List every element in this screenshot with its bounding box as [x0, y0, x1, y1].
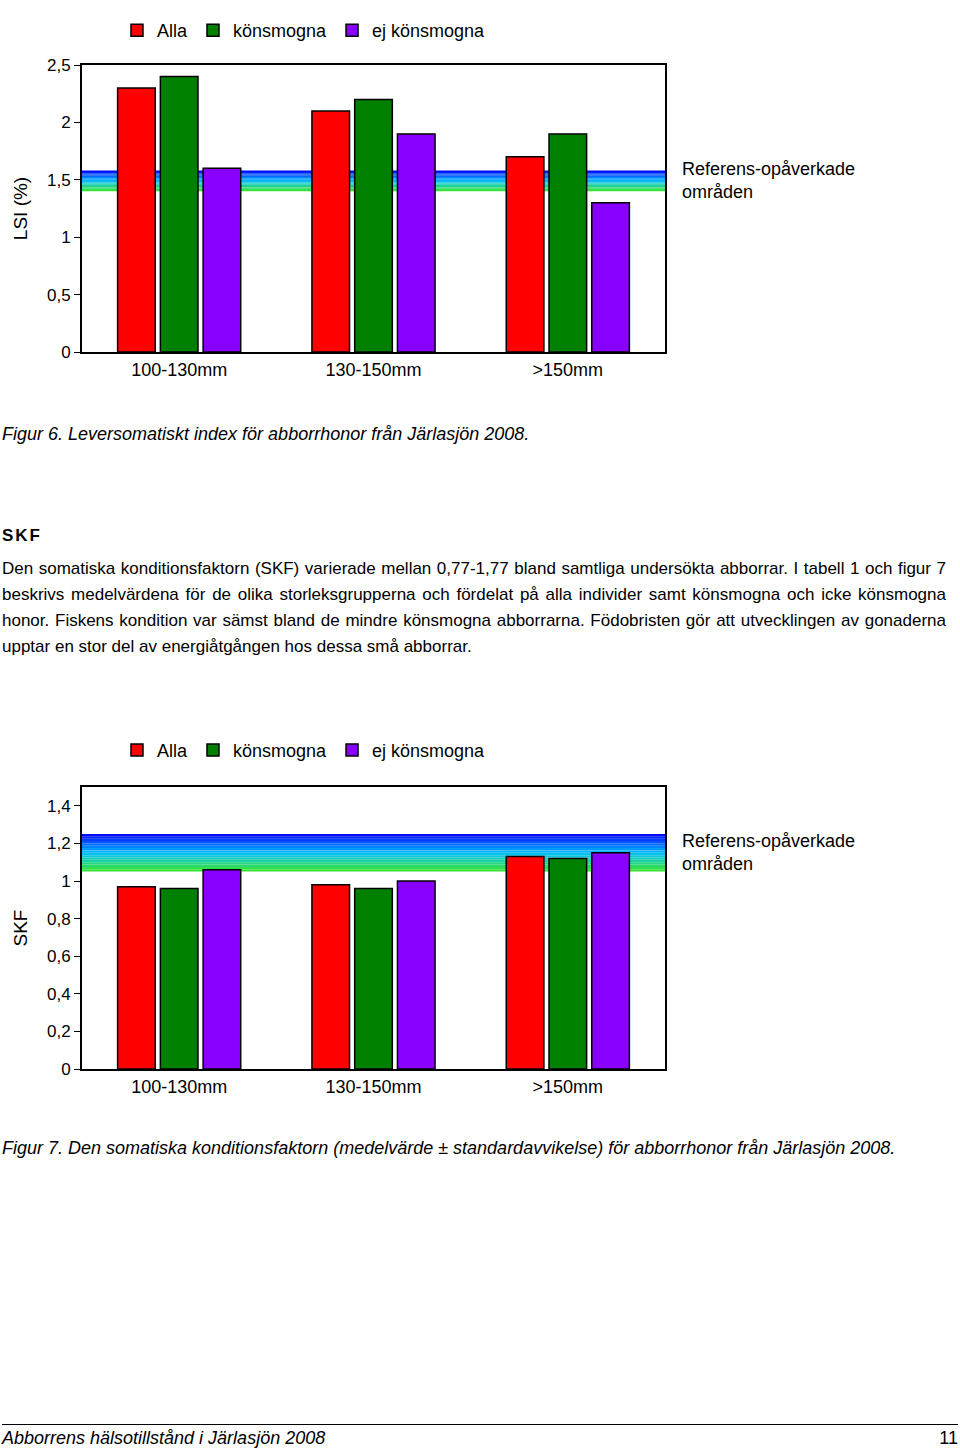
svg-text:LSI (%): LSI (%) — [10, 177, 31, 240]
svg-text:2,5: 2,5 — [47, 56, 71, 75]
svg-text:100-130mm: 100-130mm — [131, 360, 227, 380]
svg-text:0,5: 0,5 — [47, 286, 71, 305]
html-text:Abborrens hälsotillstånd i Jär: Abborrens hälsotillstånd i Järlasjön 200… — [2, 1428, 326, 1448]
html-text:Den somatiska konditionsfaktor: Den somatiska konditionsfaktorn (SKF) va… — [2, 559, 946, 656]
svg-text:130-150mm: 130-150mm — [325, 360, 421, 380]
svg-text:könsmogna: könsmogna — [233, 741, 327, 761]
svg-text:ej könsmogna: ej könsmogna — [372, 21, 485, 41]
svg-text:1,2: 1,2 — [47, 834, 71, 853]
svg-text:1,4: 1,4 — [47, 797, 71, 816]
svg-text:0: 0 — [61, 343, 70, 362]
svg-text:Alla: Alla — [157, 741, 188, 761]
svg-text:2: 2 — [61, 113, 70, 132]
svg-text:0,2: 0,2 — [47, 1022, 71, 1041]
svg-text:0,4: 0,4 — [47, 985, 71, 1004]
svg-text:ej könsmogna: ej könsmogna — [372, 741, 485, 761]
html-text:11: 11 — [939, 1428, 958, 1448]
svg-text:1: 1 — [61, 872, 70, 891]
svg-text:Referens-opåverkadeområden: Referens-opåverkadeområden — [682, 831, 855, 874]
svg-text:könsmogna: könsmogna — [233, 21, 327, 41]
svg-text:1: 1 — [61, 228, 70, 247]
html-text:Figur 6. Leversomatiskt index: Figur 6. Leversomatiskt index för abborr… — [2, 424, 530, 444]
svg-text:Alla: Alla — [157, 21, 188, 41]
svg-text:SKF: SKF — [10, 910, 31, 947]
svg-text:130-150mm: 130-150mm — [325, 1077, 421, 1097]
html-text:SKF: SKF — [2, 526, 42, 545]
html-text:Figur 7. Den somatiska konditi: Figur 7. Den somatiska konditionsfaktorn… — [2, 1138, 896, 1158]
svg-text:1,5: 1,5 — [47, 171, 71, 190]
svg-text:0: 0 — [61, 1060, 70, 1079]
svg-text:>150mm: >150mm — [533, 360, 604, 380]
svg-text:100-130mm: 100-130mm — [131, 1077, 227, 1097]
svg-text:>150mm: >150mm — [533, 1077, 604, 1097]
svg-text:0,6: 0,6 — [47, 947, 71, 966]
svg-text:0,8: 0,8 — [47, 910, 71, 929]
svg-text:Referens-opåverkadeområden: Referens-opåverkadeområden — [682, 159, 855, 202]
